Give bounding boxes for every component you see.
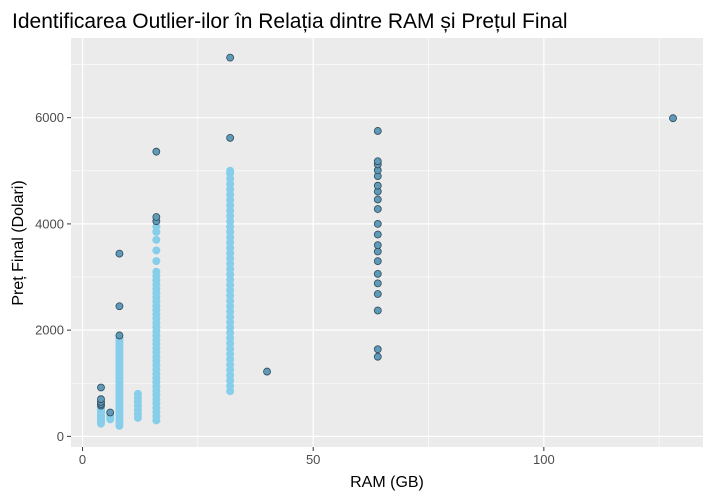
outlier-point (373, 257, 382, 265)
outlier-point (669, 114, 677, 123)
outlier-point (226, 53, 235, 62)
data-point (152, 267, 161, 276)
outlier-point (152, 213, 161, 221)
outlier-point (226, 133, 235, 142)
outlier-point (373, 127, 382, 135)
data-point (226, 166, 235, 175)
outlier-point (97, 383, 105, 392)
outlier-point (97, 395, 105, 404)
outlier-point (373, 230, 382, 239)
outlier-point (373, 220, 382, 228)
outlier-point (373, 306, 382, 315)
y-tick-label: 0 (57, 429, 64, 444)
data-point (152, 246, 161, 255)
chart-title: Identificarea Outlier-ilor în Relația di… (12, 10, 568, 33)
outlier-point (373, 279, 382, 288)
y-tick-label: 4000 (35, 216, 64, 231)
outlier-point (373, 269, 382, 278)
y-tick-label: 2000 (35, 323, 64, 338)
data-point (133, 389, 142, 398)
outlier-point (373, 290, 382, 298)
outlier-point (373, 195, 382, 204)
outlier-point (115, 302, 124, 311)
outlier-point (373, 247, 382, 256)
x-tick-label: 100 (533, 452, 555, 467)
x-axis-title: RAM (GB) (350, 474, 424, 491)
data-point (152, 235, 161, 244)
y-tick-label: 6000 (35, 110, 64, 125)
data-points (96, 53, 677, 430)
x-tick-label: 50 (306, 452, 320, 467)
x-axis-ticks: 0 50 100 (79, 447, 555, 467)
y-axis-title: Preț Final (Dolari) (10, 180, 27, 305)
x-tick-label: 0 (79, 452, 86, 467)
outlier-point (373, 181, 382, 190)
outlier-point (373, 352, 382, 361)
outlier-point (115, 331, 124, 340)
plot-panel (71, 38, 703, 447)
outlier-point (152, 147, 161, 156)
outlier-point (373, 345, 382, 354)
outlier-point (373, 157, 382, 166)
outlier-point (263, 367, 271, 376)
outlier-point (106, 408, 115, 417)
gridlines (71, 38, 703, 447)
y-axis-ticks: 0 2000 4000 6000 (35, 110, 71, 444)
outlier-point (373, 241, 382, 250)
data-point (152, 257, 161, 266)
outlier-point (373, 205, 382, 213)
outlier-point (115, 249, 124, 258)
